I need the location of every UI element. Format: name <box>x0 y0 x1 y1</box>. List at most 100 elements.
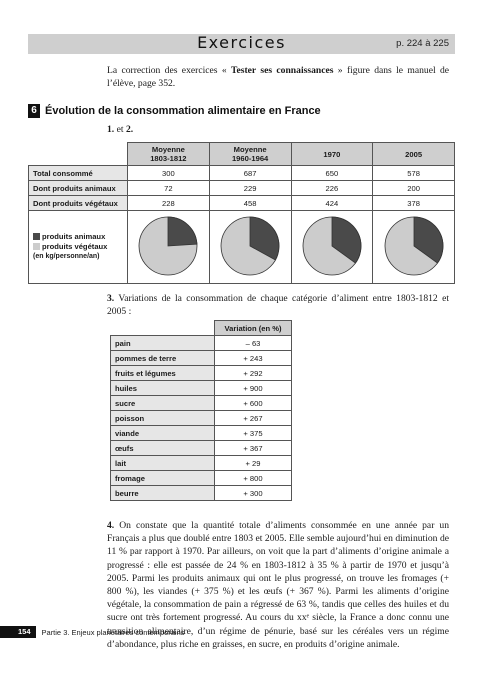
q1-number: 1. <box>107 124 115 135</box>
table-cell: + 900 <box>214 380 292 396</box>
page-title: Exercices <box>197 33 286 52</box>
pie-chart <box>220 216 280 276</box>
table-cell: 228 <box>127 195 210 211</box>
pie-cell <box>372 210 455 284</box>
table-header-row: Variation (en %) <box>110 320 292 336</box>
table-cell: 226 <box>290 180 374 196</box>
page-number: 154 <box>0 626 36 638</box>
legend-animal: produits animaux <box>33 232 123 242</box>
column-header-line2: 1960-1964 <box>231 154 269 163</box>
table-row: fromage + 800 <box>110 470 292 486</box>
row-label: œufs <box>110 440 215 456</box>
table-row: lait + 29 <box>110 455 292 471</box>
swatch-animal-icon <box>33 233 40 240</box>
table-cell: 378 <box>372 195 455 211</box>
pie-cell <box>127 210 210 284</box>
table-row: Dont produits animaux 72 229 226 200 <box>28 180 455 196</box>
pie-row: produits animaux produits végétaux (en k… <box>28 210 455 284</box>
pie-cell <box>290 210 374 284</box>
header-blank-cell <box>110 320 215 336</box>
table-row: Total consommé 300 687 650 578 <box>28 165 455 181</box>
column-header: 2005 <box>372 142 455 166</box>
pie-chart <box>302 216 362 276</box>
table-cell: + 292 <box>214 365 292 381</box>
row-label: fruits et légumes <box>110 365 215 381</box>
q12-connector: et <box>114 124 126 135</box>
column-header-line1: 1970 <box>323 149 341 159</box>
column-header-line1: Moyenne <box>151 145 185 154</box>
table-cell: 300 <box>127 165 210 181</box>
table-cell: + 367 <box>214 440 292 456</box>
table-cell: 229 <box>208 180 292 196</box>
table-row: huiles + 900 <box>110 380 292 396</box>
swatch-vegetal-icon <box>33 243 40 250</box>
table-row: pain – 63 <box>110 335 292 351</box>
table-cell: 72 <box>127 180 210 196</box>
table-row: fruits et légumes + 292 <box>110 365 292 381</box>
section-title: Évolution de la consommation alimentaire… <box>45 105 321 117</box>
column-header-line1: 2005 <box>405 149 423 159</box>
table-row: viande + 375 <box>110 425 292 441</box>
question-1-2-label: 1. et 2. <box>107 124 133 135</box>
table-cell: – 63 <box>214 335 292 351</box>
column-header-line2: 1803-1812 <box>150 154 187 163</box>
row-label: pommes de terre <box>110 350 215 366</box>
pie-slice-animal <box>413 216 444 264</box>
table-cell: + 267 <box>214 410 292 426</box>
row-label: beurre <box>110 485 215 501</box>
row-label: viande <box>110 425 215 441</box>
pie-cell <box>208 210 292 284</box>
q4-text: On constate que la quantité totale d’ali… <box>107 520 449 650</box>
intro-text-post: » figure dans le manuel de l’élève, page… <box>107 65 450 89</box>
row-label: huiles <box>110 380 215 396</box>
legend-vegetal-label: produits végétaux <box>42 242 108 251</box>
column-header: Moyenne 1803-1812 <box>127 142 210 166</box>
column-header: Moyenne 1960-1964 <box>208 142 292 166</box>
table-row: œufs + 367 <box>110 440 292 456</box>
table-row: Dont produits végétaux 228 458 424 378 <box>28 195 455 211</box>
table-row: pommes de terre + 243 <box>110 350 292 366</box>
q3-text: Variations de la consommation de chaque … <box>107 293 449 317</box>
header-blank-cell <box>28 142 128 166</box>
table-cell: + 300 <box>214 485 292 501</box>
legend-animal-label: produits animaux <box>42 232 106 241</box>
row-label: fromage <box>110 470 215 486</box>
consumption-table: Moyenne 1803-1812 Moyenne 1960-1964 1970 2… <box>28 142 455 284</box>
variation-table: Variation (en %) pain – 63 pommes de terre… <box>110 320 292 501</box>
intro-paragraph: La correction des exercices « Tester ses… <box>107 64 449 90</box>
table-header-row: Moyenne 1803-1812 Moyenne 1960-1964 1970 2… <box>28 142 455 166</box>
pie-slice-animal <box>249 216 280 261</box>
pie-legend: produits animaux produits végétaux (en k… <box>28 210 128 284</box>
intro-text-pre: La correction des exercices « <box>107 65 231 76</box>
table-cell: + 375 <box>214 425 292 441</box>
intro-text-bold: Tester ses connaissances <box>230 65 334 76</box>
section-heading: 6 Évolution de la consommation alimentai… <box>28 104 321 118</box>
table-cell: 578 <box>372 165 455 181</box>
table-row: poisson + 267 <box>110 410 292 426</box>
row-label: pain <box>110 335 215 351</box>
row-label: Dont produits végétaux <box>28 195 128 211</box>
table-cell: 650 <box>290 165 374 181</box>
table-cell: + 600 <box>214 395 292 411</box>
row-label: Total consommé <box>28 165 128 181</box>
pie-chart <box>138 216 198 276</box>
table-row: sucre + 600 <box>110 395 292 411</box>
pie-chart <box>384 216 444 276</box>
table-cell: 424 <box>290 195 374 211</box>
table-cell: 458 <box>208 195 292 211</box>
header-banner: Exercices p. 224 à 225 <box>28 33 455 54</box>
q2-number: 2. <box>125 124 134 135</box>
table-cell: 687 <box>208 165 292 181</box>
question-3: 3. Variations de la consommation de chaq… <box>107 292 449 318</box>
table-cell: 200 <box>372 180 455 196</box>
pie-slice-animal <box>167 216 198 247</box>
section-number: 6 <box>28 104 40 118</box>
row-label: poisson <box>110 410 215 426</box>
q3-number: 3. <box>107 293 115 304</box>
page-footer: 154 Partie 3. Enjeux planétaires contemp… <box>0 626 185 638</box>
legend-vegetal: produits végétaux <box>33 242 123 252</box>
column-header-line1: Moyenne <box>233 145 267 154</box>
row-label: sucre <box>110 395 215 411</box>
question-4: 4. On constate que la quantité totale d’… <box>107 519 449 651</box>
q4-number: 4. <box>107 520 115 531</box>
